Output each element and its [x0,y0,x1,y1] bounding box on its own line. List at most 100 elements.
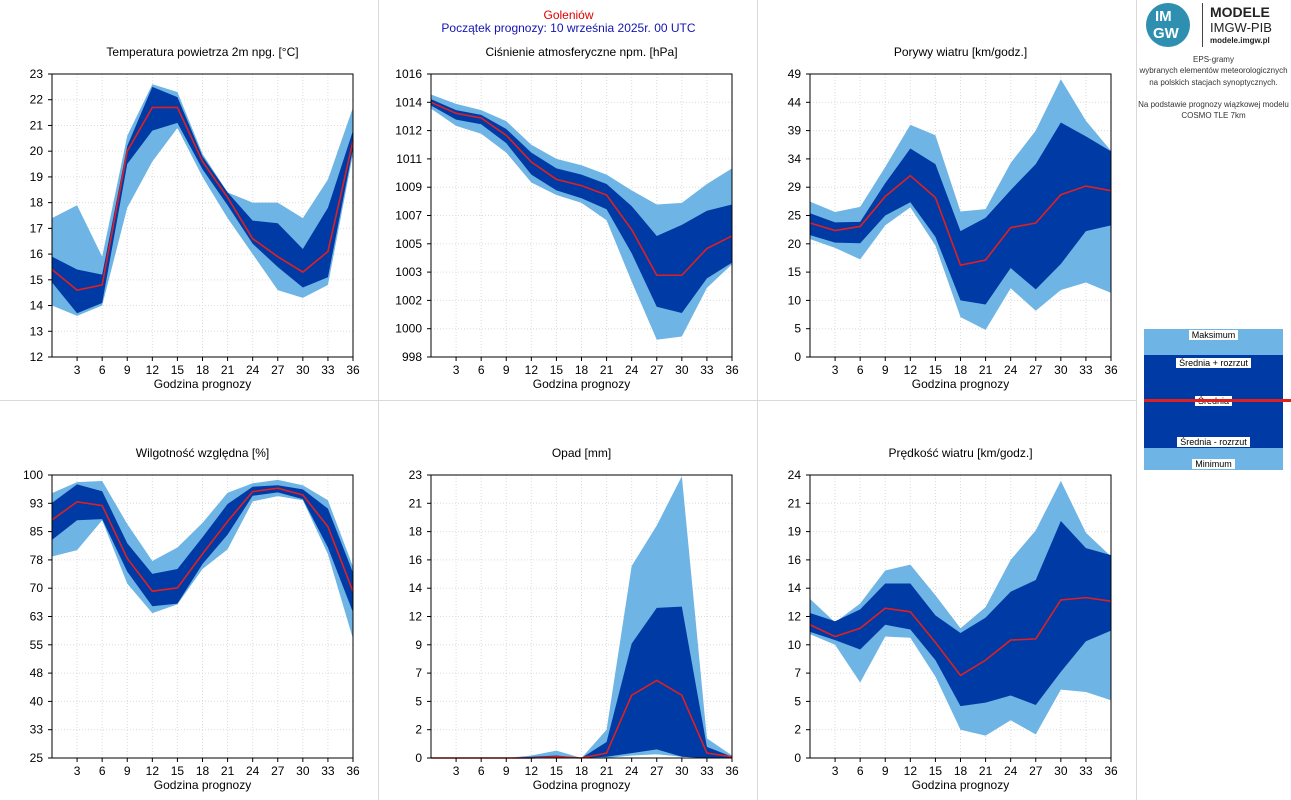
y-tick-label: 20 [30,144,44,158]
y-tick-label: 7 [415,666,422,680]
y-tick-label: 7 [794,666,801,680]
x-tick-label: 33 [700,363,714,377]
x-tick-label: 6 [478,363,485,377]
imgw-logo: IM GW MODELE IMGW-PIB modele.imgw.pl [1146,3,1286,49]
y-tick-label: 63 [30,610,44,624]
y-tick-label: 48 [30,666,44,680]
x-axis-label: Godzina prognozy [533,778,630,792]
chart-title: Wilgotność względna [%] [136,446,269,460]
y-tick-label: 44 [788,95,802,109]
y-tick-label: 0 [794,350,801,364]
y-tick-label: 25 [788,209,802,223]
x-axis-label: Godzina prognozy [533,377,630,391]
band-mean-spread [52,484,353,613]
x-tick-label: 3 [74,764,81,778]
y-tick-label: 70 [30,581,44,595]
y-tick-label: 12 [409,610,423,624]
x-tick-label: 27 [271,764,285,778]
logo-title: MODELE [1210,4,1270,20]
y-tick-label: 5 [415,694,422,708]
chart-temperature: Temperatura powietrza 2m npg. [°C] 12 13 14… [30,45,360,391]
x-axis-label: Godzina prognozy [912,778,1009,792]
y-tick-label: 16 [409,553,423,567]
x-tick-label: 21 [600,363,614,377]
chart-title: Temperatura powietrza 2m npg. [°C] [106,45,298,59]
x-tick-label: 30 [675,764,689,778]
x-tick-label: 9 [882,764,889,778]
y-tick-label: 25 [30,751,44,765]
station-name: Goleniów [543,8,594,22]
x-tick-label: 12 [904,764,918,778]
x-tick-label: 24 [1004,764,1018,778]
band-mean-spread [810,520,1111,707]
x-tick-label: 6 [99,764,106,778]
y-tick-label: 5 [794,322,801,336]
x-axis-label: Godzina prognozy [154,377,251,391]
x-tick-label: 18 [575,363,589,377]
x-tick-label: 36 [1104,764,1118,778]
x-tick-label: 21 [600,764,614,778]
y-tick-label: 100 [23,468,43,482]
y-tick-label: 85 [30,525,44,539]
x-tick-label: 12 [146,764,160,778]
y-tick-label: 40 [30,694,44,708]
x-tick-label: 27 [1029,363,1043,377]
divider-v3 [1136,0,1137,800]
chart-title: Ciśnienie atmosferyczne npm. [hPa] [485,45,677,59]
x-tick-label: 15 [171,363,185,377]
mean-line [51,106,354,291]
y-tick-label: 55 [30,638,44,652]
y-tick-label: 29 [788,180,802,194]
x-tick-label: 18 [954,764,968,778]
x-tick-label: 24 [625,764,639,778]
x-tick-label: 6 [478,764,485,778]
x-tick-label: 24 [1004,363,1018,377]
chart-title: Opad [mm] [552,446,611,460]
x-tick-label: 3 [832,363,839,377]
info-line-3: na polskich stacjach synoptycznych. [1149,78,1278,87]
chart-pressure: Ciśnienie atmosferyczne npm. [hPa] 998 100… [395,45,739,391]
y-tick-label: 49 [788,67,802,81]
x-tick-label: 21 [979,363,993,377]
x-tick-label: 24 [246,363,260,377]
legend-label-min: Minimum [1144,459,1283,469]
y-tick-label: 24 [788,468,802,482]
y-tick-label: 2 [415,723,422,737]
y-tick-label: 1011 [396,152,422,166]
x-tick-label: 15 [550,363,564,377]
y-tick-label: 12 [30,350,44,364]
y-tick-label: 1000 [395,322,422,336]
y-tick-label: 1007 [395,209,422,223]
band-mean-spread [810,122,1111,305]
x-tick-label: 12 [525,363,539,377]
x-tick-label: 21 [221,764,235,778]
x-tick-label: 18 [196,764,210,778]
x-tick-label: 33 [1079,764,1093,778]
y-tick-label: 78 [30,553,44,567]
logo-subtitle: IMGW-PIB [1210,20,1272,35]
x-tick-label: 24 [625,363,639,377]
y-tick-label: 5 [794,694,801,708]
chart-wind-gusts: Porywy wiatru [km/godz.]0510152025293439… [788,45,1118,391]
y-tick-label: 17 [30,221,44,235]
x-tick-label: 30 [1054,363,1068,377]
y-tick-label: 39 [788,124,802,138]
y-tick-label: 14 [30,299,44,313]
x-tick-label: 3 [832,764,839,778]
band-mean-spread [431,606,732,758]
x-tick-label: 30 [1054,764,1068,778]
y-tick-label: 1005 [395,237,422,251]
legend-label-mean-minus: Średnia - rozrzut [1144,437,1283,447]
y-tick-label: 1016 [395,67,422,81]
y-tick-label: 2 [794,723,801,737]
y-tick-label: 15 [788,265,802,279]
x-tick-label: 27 [650,363,664,377]
y-tick-label: 21 [30,118,44,132]
x-tick-label: 27 [1029,764,1043,778]
x-tick-label: 12 [525,764,539,778]
x-tick-label: 9 [882,363,889,377]
x-tick-label: 6 [99,363,106,377]
mean-line [51,487,354,593]
logo-separator [1202,3,1203,47]
